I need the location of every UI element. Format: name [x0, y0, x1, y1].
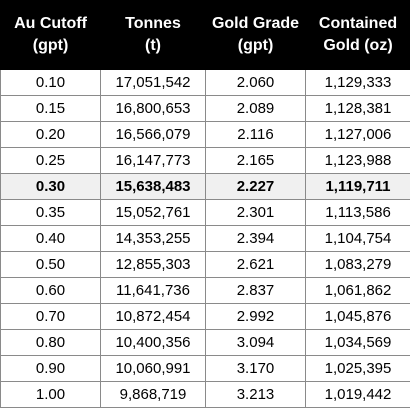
table-cell: 0.40 [0, 225, 101, 252]
header-cell: Contained Gold (oz) [305, 0, 410, 70]
table-cell: 11,641,736 [100, 277, 206, 304]
header-text: Gold Grade [211, 15, 300, 32]
table-cell: 14,353,255 [100, 225, 206, 252]
header-row: Au Cutoff (gpt) Tonnes (t) Gold Grade (gpt) Co… [0, 0, 410, 70]
table-cell: 0.35 [0, 199, 101, 226]
table-cell: 1,113,586 [305, 199, 410, 226]
table-cell: 2.227 [205, 173, 306, 200]
table-cell: 1,127,006 [305, 121, 410, 148]
table-row: 0.20 16,566,079 2.116 1,127,006 [0, 121, 410, 148]
table-row: 0.80 10,400,356 3.094 1,034,569 [0, 329, 410, 356]
header-cell: Tonnes (t) [100, 0, 206, 70]
table-cell: 15,052,761 [100, 199, 206, 226]
table-cell: 1,061,862 [305, 277, 410, 304]
table-cell: 1,045,876 [305, 303, 410, 330]
table-cell: 2.089 [205, 95, 306, 122]
table-cell: 0.10 [0, 69, 101, 96]
table-cell: 1,025,395 [305, 355, 410, 382]
table-cell: 17,051,542 [100, 69, 206, 96]
table-cell: 0.20 [0, 121, 101, 148]
table-cell: 1,083,279 [305, 251, 410, 278]
table-cell: 2.992 [205, 303, 306, 330]
table-cell: 9,868,719 [100, 381, 206, 408]
table-cell: 16,800,653 [100, 95, 206, 122]
table-cell: 2.837 [205, 277, 306, 304]
table-cell: 1,128,381 [305, 95, 410, 122]
table-cell: 2.394 [205, 225, 306, 252]
table-cell: 0.50 [0, 251, 101, 278]
table-cell: 10,872,454 [100, 303, 206, 330]
table-row: 0.70 10,872,454 2.992 1,045,876 [0, 303, 410, 330]
header-text: (gpt) [32, 37, 69, 54]
table-cell: 16,566,079 [100, 121, 206, 148]
table-row: 1.00 9,868,719 3.213 1,019,442 [0, 381, 410, 408]
table-cell: 0.70 [0, 303, 101, 330]
table-cell: 1,034,569 [305, 329, 410, 356]
header-text: Contained [318, 15, 398, 32]
table-row: 0.40 14,353,255 2.394 1,104,754 [0, 225, 410, 252]
table-cell: 3.213 [205, 381, 306, 408]
table-cell: 0.15 [0, 95, 101, 122]
table-row: 0.30 15,638,483 2.227 1,119,711 [0, 173, 410, 200]
table-cell: 2.621 [205, 251, 306, 278]
table-row: 0.10 17,051,542 2.060 1,129,333 [0, 69, 410, 96]
table-row: 0.35 15,052,761 2.301 1,113,586 [0, 199, 410, 226]
table-cell: 1,123,988 [305, 147, 410, 174]
table-cell: 1,129,333 [305, 69, 410, 96]
table-cell: 15,638,483 [100, 173, 206, 200]
header-text: Au Cutoff [14, 15, 87, 32]
table-cell: 3.170 [205, 355, 306, 382]
table-body: 0.10 17,051,542 2.060 1,129,333 0.15 16,800,6… [0, 69, 410, 408]
table-cell: 1,104,754 [305, 225, 410, 252]
table-cell: 0.25 [0, 147, 101, 174]
table-cell: 1,119,711 [305, 173, 410, 200]
table-cell: 2.165 [205, 147, 306, 174]
header-cell: Au Cutoff (gpt) [0, 0, 101, 70]
header-text: Tonnes [125, 15, 181, 32]
table-cell: 0.80 [0, 329, 101, 356]
table-cell: 2.301 [205, 199, 306, 226]
table-cell: 12,855,303 [100, 251, 206, 278]
table-cell: 2.060 [205, 69, 306, 96]
table-row: 0.90 10,060,991 3.170 1,025,395 [0, 355, 410, 382]
table-header: Au Cutoff (gpt) Tonnes (t) Gold Grade (gpt) Co… [0, 0, 410, 70]
table-cell: 3.094 [205, 329, 306, 356]
table-row: 0.60 11,641,736 2.837 1,061,862 [0, 277, 410, 304]
header-text: (t) [145, 37, 161, 54]
table-cell: 16,147,773 [100, 147, 206, 174]
table-cell: 10,400,356 [100, 329, 206, 356]
table-row: 0.50 12,855,303 2.621 1,083,279 [0, 251, 410, 278]
table-cell: 2.116 [205, 121, 306, 148]
header-text: (gpt) [237, 37, 274, 54]
header-text: Gold (oz) [323, 37, 393, 54]
table-cell: 0.60 [0, 277, 101, 304]
table-cell: 0.30 [0, 173, 101, 200]
table-cell: 10,060,991 [100, 355, 206, 382]
table-cell: 0.90 [0, 355, 101, 382]
table-row: 0.15 16,800,653 2.089 1,128,381 [0, 95, 410, 122]
header-cell: Gold Grade (gpt) [205, 0, 306, 70]
table-cell: 1.00 [0, 381, 101, 408]
table-cell: 1,019,442 [305, 381, 410, 408]
table-row: 0.25 16,147,773 2.165 1,123,988 [0, 147, 410, 174]
